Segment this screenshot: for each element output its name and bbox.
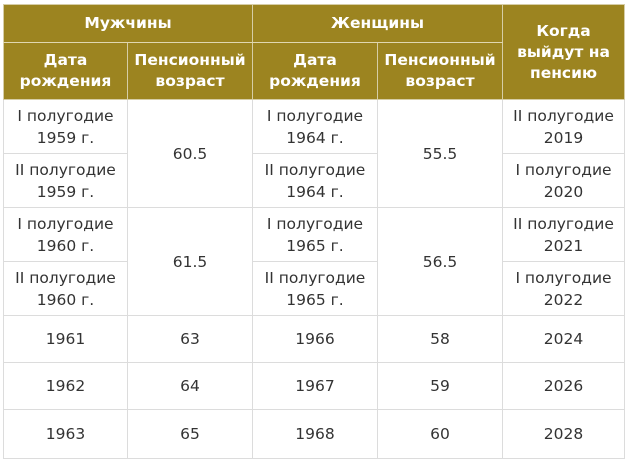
- women-birth-date-header: Дата рождения: [252, 42, 378, 100]
- men-age-cell: 65: [127, 409, 253, 459]
- retire-cell: II полугодие 2019: [502, 99, 626, 154]
- retire-cell: I полугодие 2020: [502, 153, 626, 208]
- table-row: II полугодие 1960 г. II полугодие 1965 г…: [3, 261, 626, 316]
- retire-cell: II полугодие 2021: [502, 207, 626, 262]
- women-birth-cell: 1968: [252, 409, 378, 459]
- retire-cell: 2024: [502, 315, 626, 363]
- women-age-cell: 60: [376, 409, 504, 459]
- pension-age-table: Мужчины Женщины Когда выйдут на пенсию Д…: [3, 4, 626, 459]
- men-age-cell: 61.5: [127, 207, 253, 316]
- table-row: 1963 65 1968 60 2028: [3, 409, 626, 459]
- women-birth-cell: II полугодие 1965 г.: [252, 261, 378, 316]
- pension-table-container: Мужчины Женщины Когда выйдут на пенсию Д…: [3, 4, 626, 459]
- women-birth-cell: II полугодие 1964 г.: [252, 153, 378, 208]
- table-row: 1961 63 1966 58 2024: [3, 315, 626, 363]
- men-birth-cell: 1961: [3, 315, 128, 363]
- men-birth-cell: 1962: [3, 362, 128, 410]
- men-birth-date-header: Дата рождения: [3, 42, 128, 100]
- men-birth-cell: I полугодие 1960 г.: [3, 207, 128, 262]
- women-birth-cell: 1966: [252, 315, 378, 363]
- men-birth-cell: II полугодие 1959 г.: [3, 153, 128, 208]
- table-row: I полугодие 1960 г. 61.5 I полугодие 196…: [3, 207, 626, 316]
- women-age-cell: 59: [376, 362, 504, 410]
- table-row: I полугодие 1959 г. 60.5 I полугодие 196…: [3, 99, 626, 208]
- retire-cell: 2026: [502, 362, 626, 410]
- header-row-columns: Дата рождения Пенсионный возраст Дата ро…: [3, 42, 625, 100]
- men-group-header: Мужчины: [3, 4, 253, 43]
- retire-cell: I полугодие 2022: [502, 261, 626, 316]
- retirement-year-header: Когда выйдут на пенсию: [502, 4, 626, 100]
- men-pension-age-header: Пенсионный возраст: [127, 42, 253, 100]
- women-birth-cell: I полугодие 1964 г.: [252, 99, 378, 154]
- women-birth-cell: I полугодие 1965 г.: [252, 207, 378, 262]
- women-pension-age-header: Пенсионный возраст: [376, 42, 504, 100]
- table-row: 1962 64 1967 59 2026: [3, 362, 626, 410]
- header-row-groups: Мужчины Женщины Когда выйдут на пенсию: [3, 4, 626, 100]
- retire-cell: 2028: [502, 409, 626, 459]
- women-age-cell: 58: [376, 315, 504, 363]
- men-birth-cell: II полугодие 1960 г.: [3, 261, 128, 316]
- women-age-cell: 56.5: [376, 207, 504, 316]
- men-age-cell: 64: [127, 362, 253, 410]
- women-birth-cell: 1967: [252, 362, 378, 410]
- men-age-cell: 60.5: [127, 99, 253, 208]
- men-birth-cell: 1963: [3, 409, 128, 459]
- men-age-cell: 63: [127, 315, 253, 363]
- women-group-header: Женщины: [251, 4, 504, 43]
- men-birth-cell: I полугодие 1959 г.: [3, 99, 128, 154]
- table-row: II полугодие 1959 г. II полугодие 1964 г…: [3, 153, 626, 208]
- women-age-cell: 55.5: [376, 99, 504, 208]
